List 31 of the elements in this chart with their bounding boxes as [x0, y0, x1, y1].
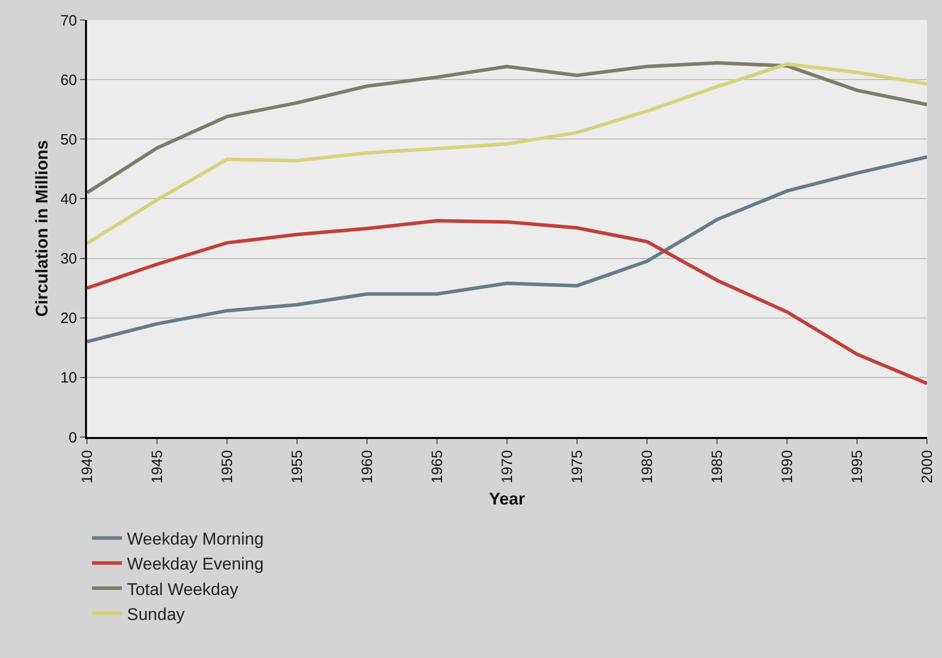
y-tick-label: 0	[68, 429, 77, 446]
x-tick-label: 1950	[218, 450, 236, 484]
y-tick-label: 60	[60, 72, 77, 89]
x-tick-label: 1945	[148, 450, 166, 484]
x-tick-label: 1940	[78, 450, 96, 484]
legend-label: Sunday	[127, 604, 186, 624]
x-tick-label: 1975	[568, 450, 586, 484]
x-tick-label: 1960	[358, 450, 376, 484]
y-tick-label: 70	[60, 12, 77, 30]
y-tick-label: 40	[60, 190, 77, 208]
x-tick-label: 1995	[848, 450, 866, 484]
y-tick-label: 10	[60, 370, 77, 387]
x-tick-label: 1980	[638, 450, 656, 484]
y-tick-label: 50	[60, 131, 77, 148]
x-tick-label: 1965	[428, 450, 446, 484]
x-tick-label: 1955	[288, 450, 306, 484]
line-series	[87, 62, 927, 246]
x-axis-title: Year	[489, 489, 526, 508]
y-tick-label: 20	[60, 310, 77, 328]
y-tick-label: 30	[60, 250, 77, 268]
legend-label: Total Weekday	[127, 580, 239, 599]
line-series	[87, 219, 927, 386]
x-tick-label: 1970	[498, 450, 516, 484]
line-series	[87, 61, 927, 195]
y-axis-title: Circulation in Millions	[32, 140, 52, 317]
legend-label: Weekday Morning	[127, 530, 264, 549]
x-tick-label: 1985	[708, 450, 726, 484]
line-series	[87, 155, 927, 344]
x-tick-label: 2000	[918, 450, 936, 484]
x-tick-label: 1990	[778, 450, 796, 484]
legend-label: Weekday Evening	[127, 554, 264, 574]
